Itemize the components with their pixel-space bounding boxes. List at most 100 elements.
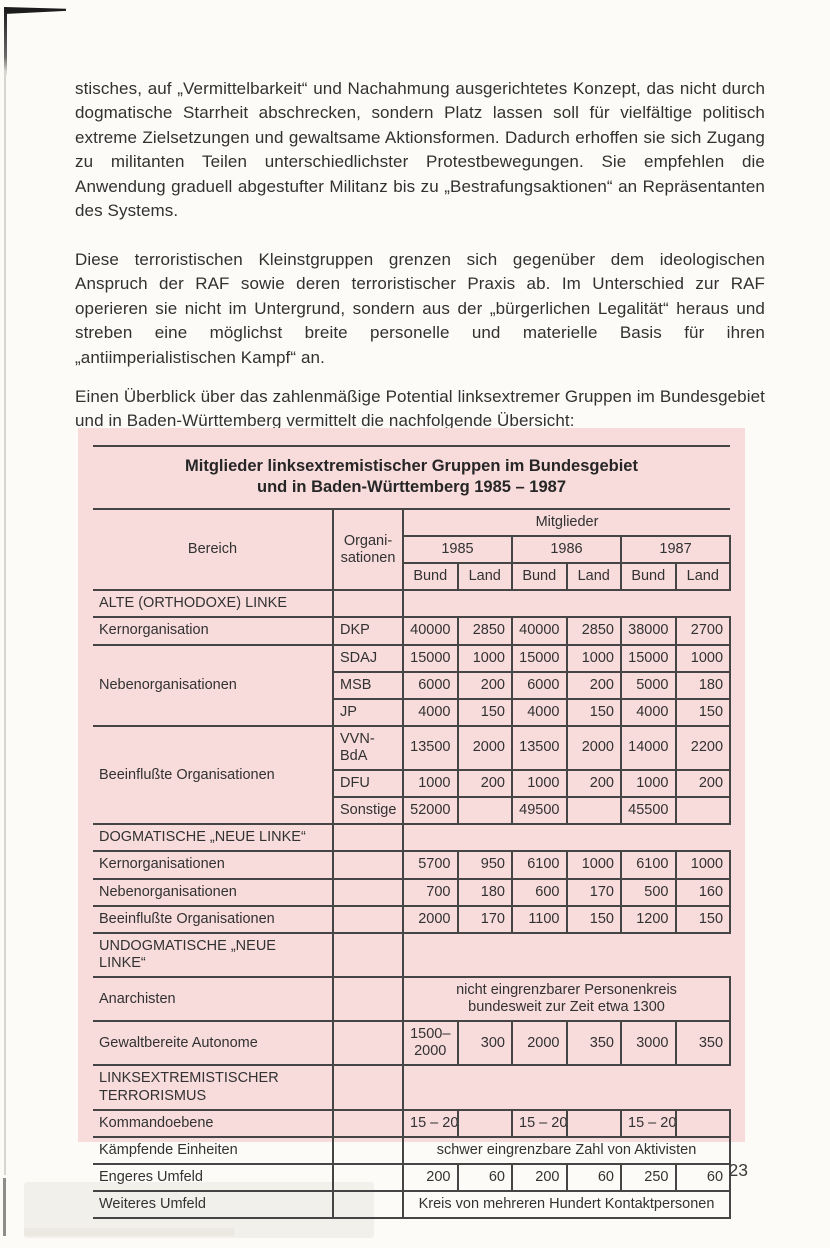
range-line2: 2000: [414, 1043, 447, 1060]
table-row: JP 4000 150 4000 150 4000 150: [93, 698, 732, 727]
org-cell: JP: [333, 698, 404, 727]
value-cell: 60: [566, 1163, 622, 1192]
empty-cell: [457, 1109, 512, 1138]
empty-cell: [566, 1109, 621, 1138]
value-cell: 500: [621, 878, 677, 907]
value-cell: 600: [512, 878, 568, 907]
org-cell: Sonstige: [333, 797, 404, 826]
org-cell: [333, 1021, 404, 1067]
table-title-line1: Mitglieder linksextremistischer Gruppen …: [185, 457, 638, 475]
value-cell: 170: [566, 878, 622, 907]
value-cell: 14000: [621, 725, 677, 772]
value-cell: 2000: [403, 905, 459, 934]
empty-cell: [333, 590, 404, 619]
org-cell: [333, 851, 404, 880]
section-label: UNDOGMATISCHE „NEUE LINKE“: [93, 932, 334, 978]
statistics-table-panel: Mitglieder linksextremistischer Gruppen …: [78, 428, 745, 1220]
empty-cell: [333, 1065, 404, 1111]
scan-page-edge-top: [4, 9, 7, 77]
table-row: Nebenorganisationen SDAJ 15000 1000 1500…: [93, 644, 732, 727]
value-cell: 200: [675, 770, 732, 799]
value-cell: 1000: [621, 770, 677, 799]
row-label: Kommandoebene: [93, 1109, 334, 1138]
col-header-org-line2: sationen: [340, 549, 396, 566]
row-label: Kernorganisationen: [93, 851, 334, 880]
empty-cell: [403, 932, 731, 978]
scan-page-edge-bottom: [3, 1178, 6, 1236]
scan-page-edge-left: [4, 70, 6, 1175]
value-cell: 15000: [512, 644, 568, 673]
empty-cell: [333, 932, 404, 978]
row-label: Engeres Umfeld: [93, 1163, 334, 1192]
value-cell: 15 – 20: [511, 1109, 568, 1138]
org-cell: [333, 1109, 404, 1138]
col-header-land: Land: [675, 563, 732, 592]
value-cell: 15 – 20: [620, 1109, 677, 1138]
section-label: ALTE (ORTHODOXE) LINKE: [93, 590, 334, 619]
col-header-bund: Bund: [403, 563, 459, 592]
value-cell: [675, 797, 732, 826]
org-cell: [333, 905, 404, 934]
value-cell: 200: [457, 671, 513, 700]
merged-note-line2: bundesweit zur Zeit etwa 1300: [468, 999, 665, 1016]
col-header-land: Land: [566, 563, 622, 592]
empty-cell: [403, 590, 731, 619]
merged-note-cell: nicht eingrenzbarer Personenkreis bundes…: [403, 976, 732, 1023]
value-cell: 1000: [675, 851, 732, 880]
value-cell: 200: [566, 770, 622, 799]
row-label: Beeinflußte Organisationen: [93, 725, 334, 826]
value-cell: 2000: [457, 725, 513, 772]
value-cell: 1000: [403, 770, 459, 799]
org-cell: [333, 1163, 404, 1192]
value-cell: 350: [675, 1021, 732, 1067]
org-cell: DKP: [333, 617, 404, 646]
value-cell: 45500: [621, 797, 677, 826]
empty-cell: [333, 824, 404, 853]
table-row: Gewaltbereite Autonome 1500– 2000 300 20…: [93, 1021, 732, 1067]
value-cell: 60: [457, 1163, 513, 1192]
value-cell: 1000: [512, 770, 568, 799]
value-cell: [457, 797, 513, 826]
row-label: Anarchisten: [93, 976, 334, 1023]
table-row: Kernorganisationen 5700 950 6100 1000 61…: [93, 851, 732, 880]
table-row: Kommandoebene 15 – 20 15 – 20 15 – 20: [93, 1109, 732, 1138]
org-cell: [333, 1136, 404, 1165]
value-cell: 13500: [403, 725, 459, 772]
value-cell: 200: [566, 671, 622, 700]
col-header-bereich: Bereich: [93, 509, 334, 592]
org-cell: [333, 878, 404, 907]
value-cell: 60: [675, 1163, 732, 1192]
value-cell: 200: [512, 1163, 568, 1192]
value-cell: 38000: [621, 617, 677, 646]
value-cell: 13500: [512, 725, 568, 772]
merged-note-line1: nicht eingrenzbarer Personenkreis: [456, 981, 677, 998]
value-cell: 250: [621, 1163, 677, 1192]
org-cell: SDAJ: [333, 644, 404, 673]
paragraph-concept: stisches, auf „Vermittelbarkeit“ und Nac…: [75, 79, 765, 221]
merged-note-cell: Kreis von mehreren Hundert Kontaktperson…: [403, 1190, 732, 1220]
col-header-year-1985: 1985: [403, 536, 513, 565]
value-cell: 2700: [675, 617, 732, 646]
org-cell: VVN-BdA: [333, 725, 404, 772]
value-cell: 200: [457, 770, 513, 799]
value-cell: 15000: [403, 644, 459, 673]
value-cell: 180: [675, 671, 732, 700]
value-cell: 950: [457, 851, 513, 880]
row-label: Nebenorganisationen: [93, 878, 334, 907]
value-cell: [566, 797, 622, 826]
row-label: Nebenorganisationen: [93, 644, 334, 727]
value-cell: 150: [675, 905, 732, 934]
range-line1: 1500–: [410, 1026, 451, 1043]
value-cell: 150: [457, 698, 513, 727]
value-cell: 1200: [621, 905, 677, 934]
table-title: Mitglieder linksextremistischer Gruppen …: [93, 456, 730, 498]
table-row: Anarchisten nicht eingrenzbarer Personen…: [93, 976, 732, 1023]
org-cell: DFU: [333, 770, 404, 799]
org-cell: [333, 976, 404, 1023]
row-label: Kernorganisation: [93, 617, 334, 646]
table-row: Engeres Umfeld 200 60 200 60 250 60: [93, 1163, 732, 1192]
value-cell: 5000: [621, 671, 677, 700]
value-cell: 1000: [566, 644, 622, 673]
table-title-line2: und in Baden-Württemberg 1985 – 1987: [257, 478, 566, 496]
value-cell: 1000: [566, 851, 622, 880]
